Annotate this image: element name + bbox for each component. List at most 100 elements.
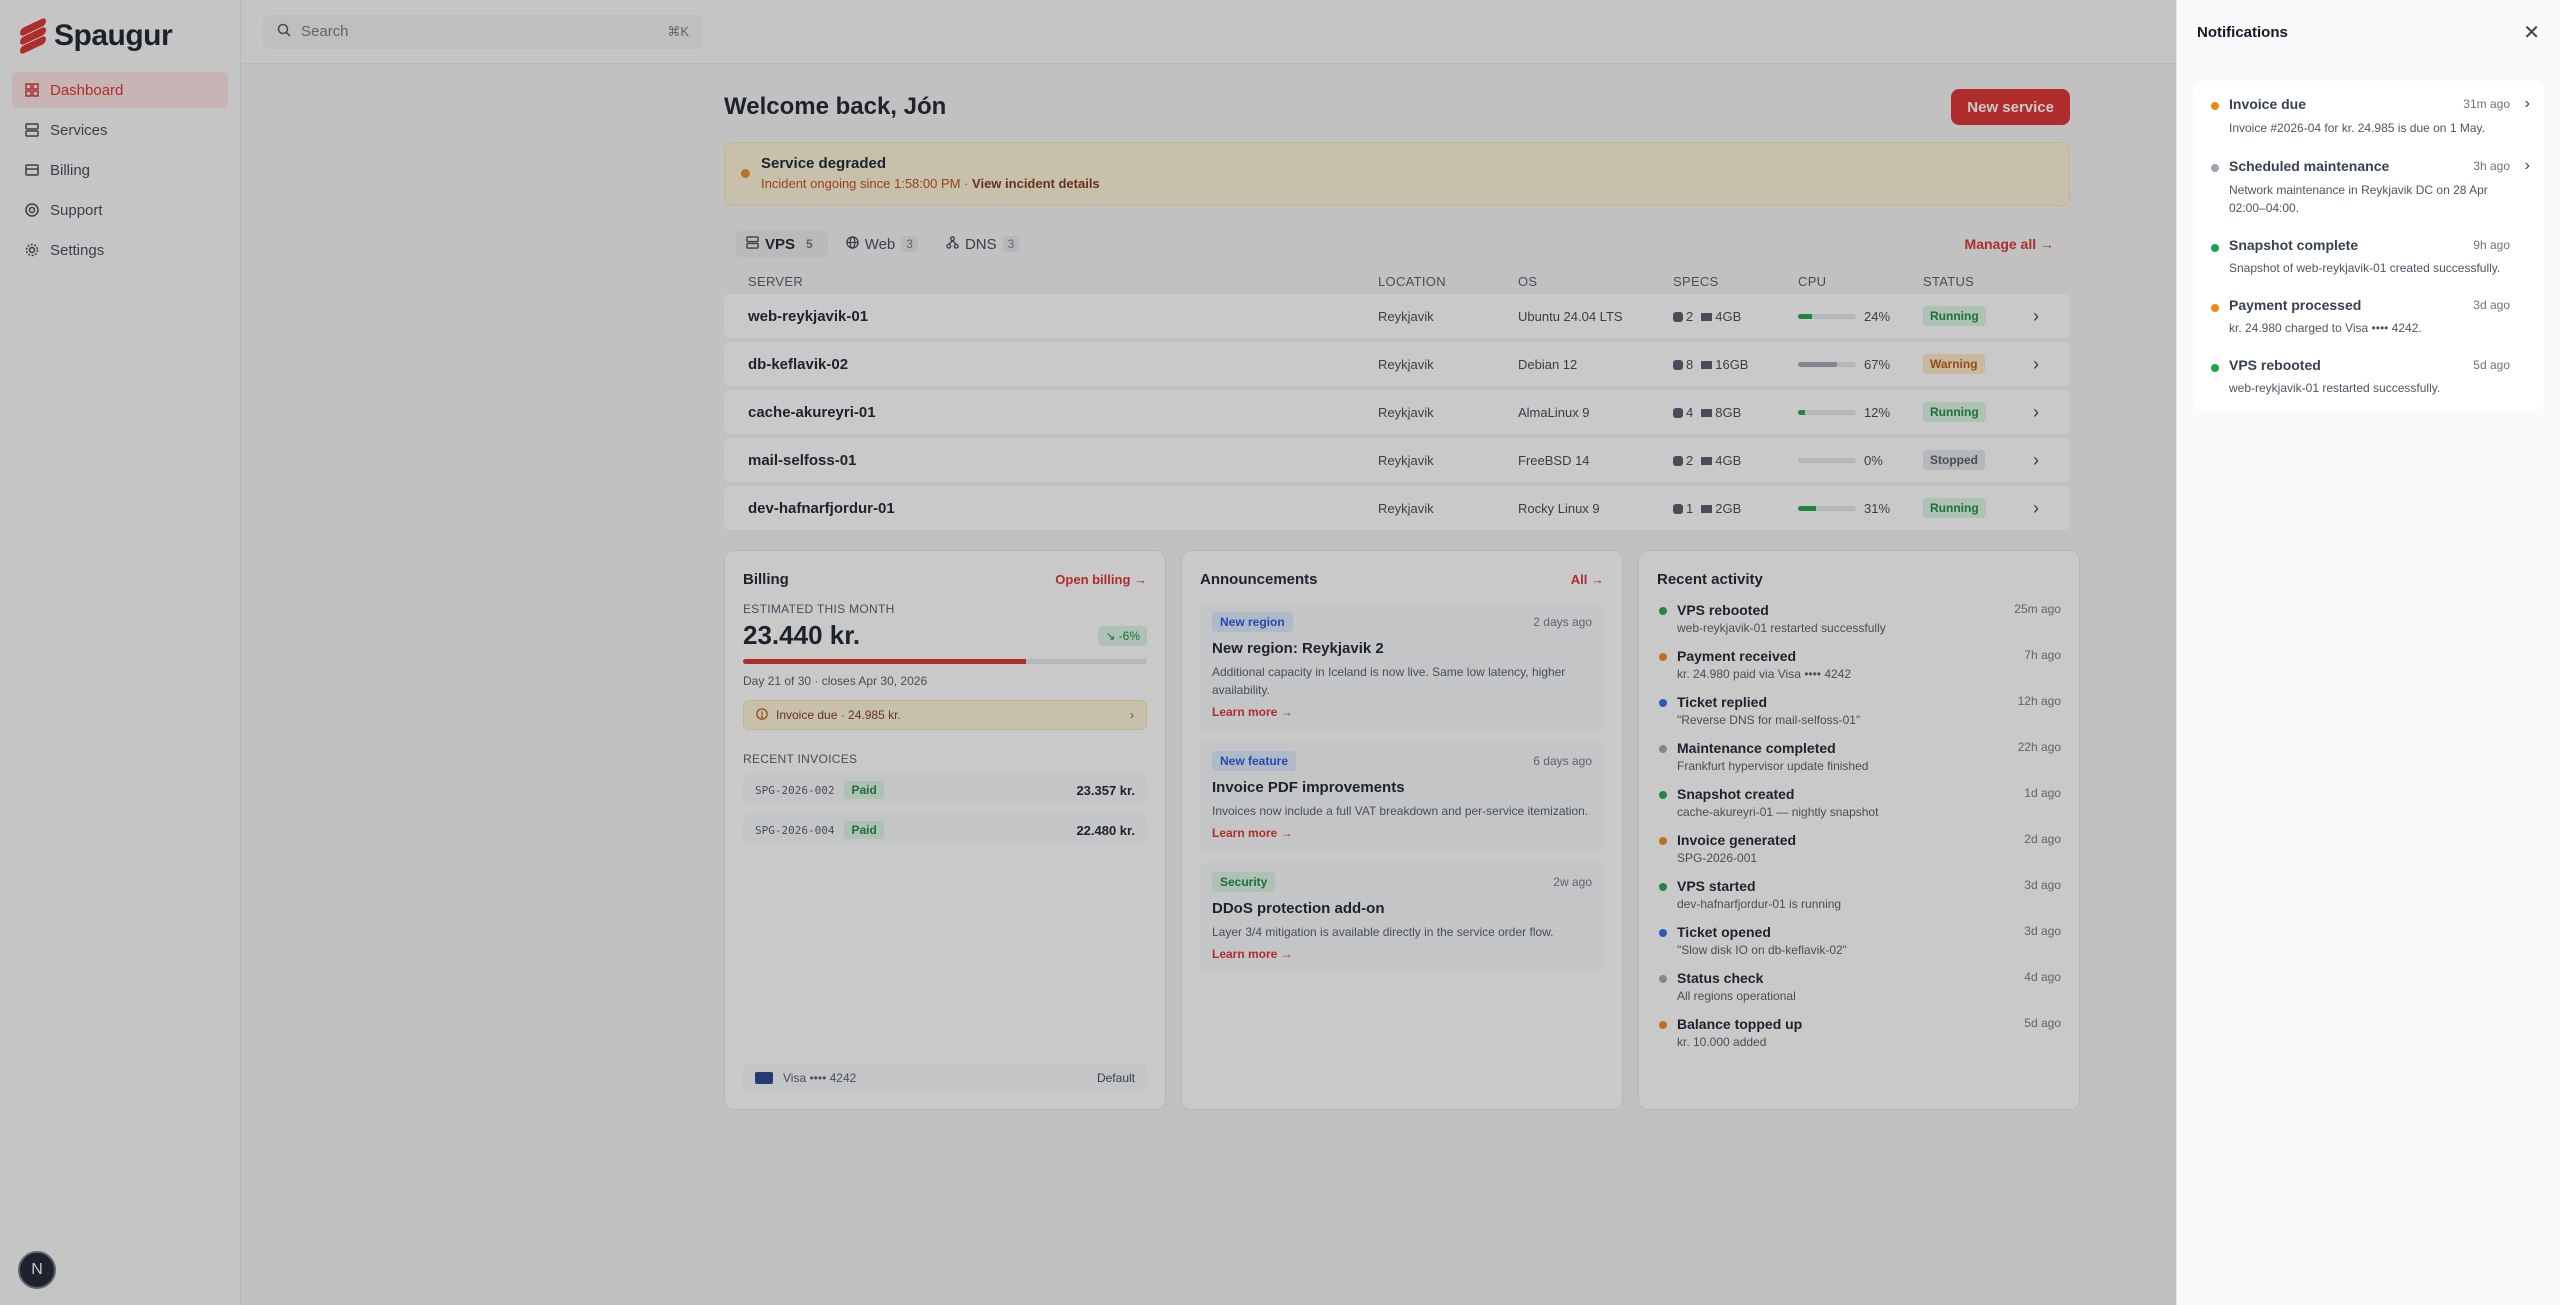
table-header: SERVER LOCATION OS SPECS CPU STATUS — [724, 268, 2070, 294]
activity-detail: All regions operational — [1677, 989, 1796, 1003]
learn-more-link[interactable]: Learn more → — [1212, 826, 1293, 840]
cpu-count: 2 — [1686, 308, 1694, 324]
column-header[interactable]: SPECS — [1673, 273, 1719, 289]
gear-icon — [24, 242, 40, 258]
activity-item[interactable]: Ticket replied 12h ago "Reverse DNS for ma… — [1657, 694, 2061, 727]
payment-method[interactable]: Visa •••• 4242 Default — [743, 1063, 1147, 1093]
card-icon — [24, 162, 40, 178]
notification-item[interactable]: Scheduled maintenance 3h ago › Network main… — [2193, 147, 2544, 227]
announcement-title: DDoS protection add-on — [1212, 900, 1385, 917]
sidebar-item-settings[interactable]: Settings — [12, 232, 228, 268]
learn-more-link[interactable]: Learn more → — [1212, 947, 1293, 961]
tab-vps[interactable]: VPS 5 — [736, 230, 828, 258]
activity-title: Recent activity — [1657, 571, 1763, 588]
cpu-bar-fill — [1798, 313, 1812, 319]
brand-name: Spaugur — [54, 19, 173, 52]
cpu-spec: 2 — [1673, 309, 1693, 324]
announcement-title: Invoice PDF improvements — [1212, 779, 1405, 796]
close-icon[interactable]: ✕ — [2523, 21, 2540, 44]
incident-details-link[interactable]: View incident details — [972, 176, 1100, 191]
avatar[interactable]: N — [18, 1251, 56, 1289]
cpu-chip-icon — [1673, 503, 1683, 514]
server-name[interactable]: db-keflavik-02 — [748, 355, 849, 373]
table-row[interactable]: db-keflavik-02 Reykjavik Debian 12 8 16GB 67%… — [724, 342, 2070, 386]
activity-title: Snapshot created — [1677, 786, 1795, 802]
invoice-row[interactable]: SPG-2026-002 Paid 23.357 kr. — [743, 774, 1147, 806]
new-service-button[interactable]: New service — [1951, 89, 2070, 125]
activity-item[interactable]: Payment received 7h ago kr. 24.980 paid vi… — [1657, 648, 2061, 681]
table-row[interactable]: dev-hafnarfjordur-01 Reykjavik Rocky Linux… — [724, 486, 2070, 530]
announcement-date: 6 days ago — [1533, 754, 1592, 768]
cpu-percent: 0% — [1864, 452, 1883, 468]
server-name[interactable]: dev-hafnarfjordur-01 — [748, 499, 895, 517]
chevron-right-icon[interactable]: › — [2524, 157, 2530, 174]
all-announcements-link[interactable]: All → — [1570, 572, 1604, 587]
activity-time: 1d ago — [2024, 786, 2061, 800]
activity-item[interactable]: Ticket opened 3d ago "Slow disk IO on db-k… — [1657, 924, 2061, 957]
tab-dns[interactable]: DNS 3 — [936, 230, 1029, 258]
modal-backdrop[interactable] — [0, 0, 2176, 1305]
learn-more-link[interactable]: Learn more → — [1212, 705, 1293, 719]
chevron-right-icon[interactable]: › — [2524, 95, 2530, 112]
notification-title: VPS rebooted — [2229, 357, 2321, 373]
invoice-row[interactable]: SPG-2026-004 Paid 22.480 kr. — [743, 814, 1147, 846]
status-dot-icon — [2211, 102, 2219, 110]
memory-icon — [1701, 312, 1713, 321]
server-location: Reykjavik — [1378, 452, 1434, 468]
sidebar-nav: Dashboard Services Billing Support Setti… — [0, 72, 240, 268]
notification-item[interactable]: Payment processed 3d ago kr. 24.980 charge… — [2193, 287, 2544, 347]
column-header[interactable]: SERVER — [748, 273, 804, 289]
activity-detail: SPG-2026-001 — [1677, 851, 1758, 865]
globe-icon — [845, 235, 859, 253]
cpu-spec: 8 — [1673, 357, 1693, 372]
invoice-amount: 23.357 kr. — [1076, 782, 1135, 798]
chevron-right-icon[interactable]: › — [2033, 305, 2039, 326]
chevron-right-icon[interactable]: › — [2033, 401, 2039, 422]
chevron-right-icon[interactable]: › — [2033, 353, 2039, 374]
search-input[interactable]: Search ⌘K — [263, 14, 703, 49]
activity-item[interactable]: Balance topped up 5d ago kr. 10.000 added — [1657, 1016, 2061, 1049]
column-header[interactable]: CPU — [1798, 273, 1827, 289]
notification-title: Snapshot complete — [2229, 237, 2359, 253]
service-tabs: VPS 5 Web 3 DNS 3 Manage all → — [724, 228, 2070, 260]
activity-item[interactable]: Maintenance completed 22h ago Frankfurt hy… — [1657, 740, 2061, 773]
activity-detail: kr. 24.980 paid via Visa •••• 4242 — [1677, 667, 1852, 681]
chevron-right-icon[interactable]: › — [2033, 497, 2039, 518]
table-row[interactable]: mail-selfoss-01 Reykjavik FreeBSD 14 2 4GB 0%… — [724, 438, 2070, 482]
brand-logo[interactable]: Spaugur — [0, 0, 240, 72]
table-row[interactable]: web-reykjavik-01 Reykjavik Ubuntu 24.04 LT… — [724, 294, 2070, 338]
server-name[interactable]: mail-selfoss-01 — [748, 451, 857, 469]
cpu-chip-icon — [1673, 359, 1683, 370]
activity-item[interactable]: VPS rebooted 25m ago web-reykjavik-01 rest… — [1657, 602, 2061, 635]
activity-item[interactable]: Status check 4d ago All regions operationa… — [1657, 970, 2061, 1003]
tab-web[interactable]: Web 3 — [836, 230, 928, 258]
activity-header: Status check 4d ago — [1677, 970, 2061, 986]
column-header[interactable]: STATUS — [1923, 273, 1975, 289]
sidebar-item-support[interactable]: Support — [12, 192, 228, 228]
server-specs: 4 8GB — [1673, 405, 1798, 420]
activity-item[interactable]: Snapshot created 1d ago cache-akureyri-01 … — [1657, 786, 2061, 819]
server-name[interactable]: cache-akureyri-01 — [748, 403, 876, 421]
status-dot-icon — [1659, 1021, 1667, 1029]
open-billing-link[interactable]: Open billing → — [1055, 572, 1147, 587]
column-header[interactable]: LOCATION — [1378, 273, 1446, 289]
sidebar-item-dashboard[interactable]: Dashboard — [12, 72, 228, 108]
sidebar-item-services[interactable]: Services — [12, 112, 228, 148]
activity-header: VPS rebooted 25m ago — [1677, 602, 2061, 618]
chevron-right-icon[interactable]: › — [2033, 449, 2039, 470]
invoice-due-banner[interactable]: Invoice due · 24.985 kr. › — [743, 700, 1147, 730]
sidebar-item-billing[interactable]: Billing — [12, 152, 228, 188]
manage-all-link[interactable]: Manage all → — [1964, 236, 2054, 252]
cpu-chip-icon — [1673, 311, 1683, 322]
cpu-bar-fill — [1798, 505, 1816, 511]
status-dot-icon — [1659, 745, 1667, 753]
notification-item[interactable]: Snapshot complete 9h ago Snapshot of web-r… — [2193, 227, 2544, 287]
server-name[interactable]: web-reykjavik-01 — [748, 307, 869, 325]
notification-item[interactable]: Invoice due 31m ago › Invoice #2026-04 for … — [2193, 85, 2544, 147]
notification-item[interactable]: VPS rebooted 5d ago web-reykjavik-01 resta… — [2193, 347, 2544, 407]
column-header[interactable]: OS — [1518, 273, 1538, 289]
table-row[interactable]: cache-akureyri-01 Reykjavik AlmaLinux 9 4 8G… — [724, 390, 2070, 434]
activity-item[interactable]: Invoice generated 2d ago SPG-2026-001 — [1657, 832, 2061, 865]
search-icon — [277, 23, 291, 41]
activity-item[interactable]: VPS started 3d ago dev-hafnarfjordur-01 is… — [1657, 878, 2061, 911]
